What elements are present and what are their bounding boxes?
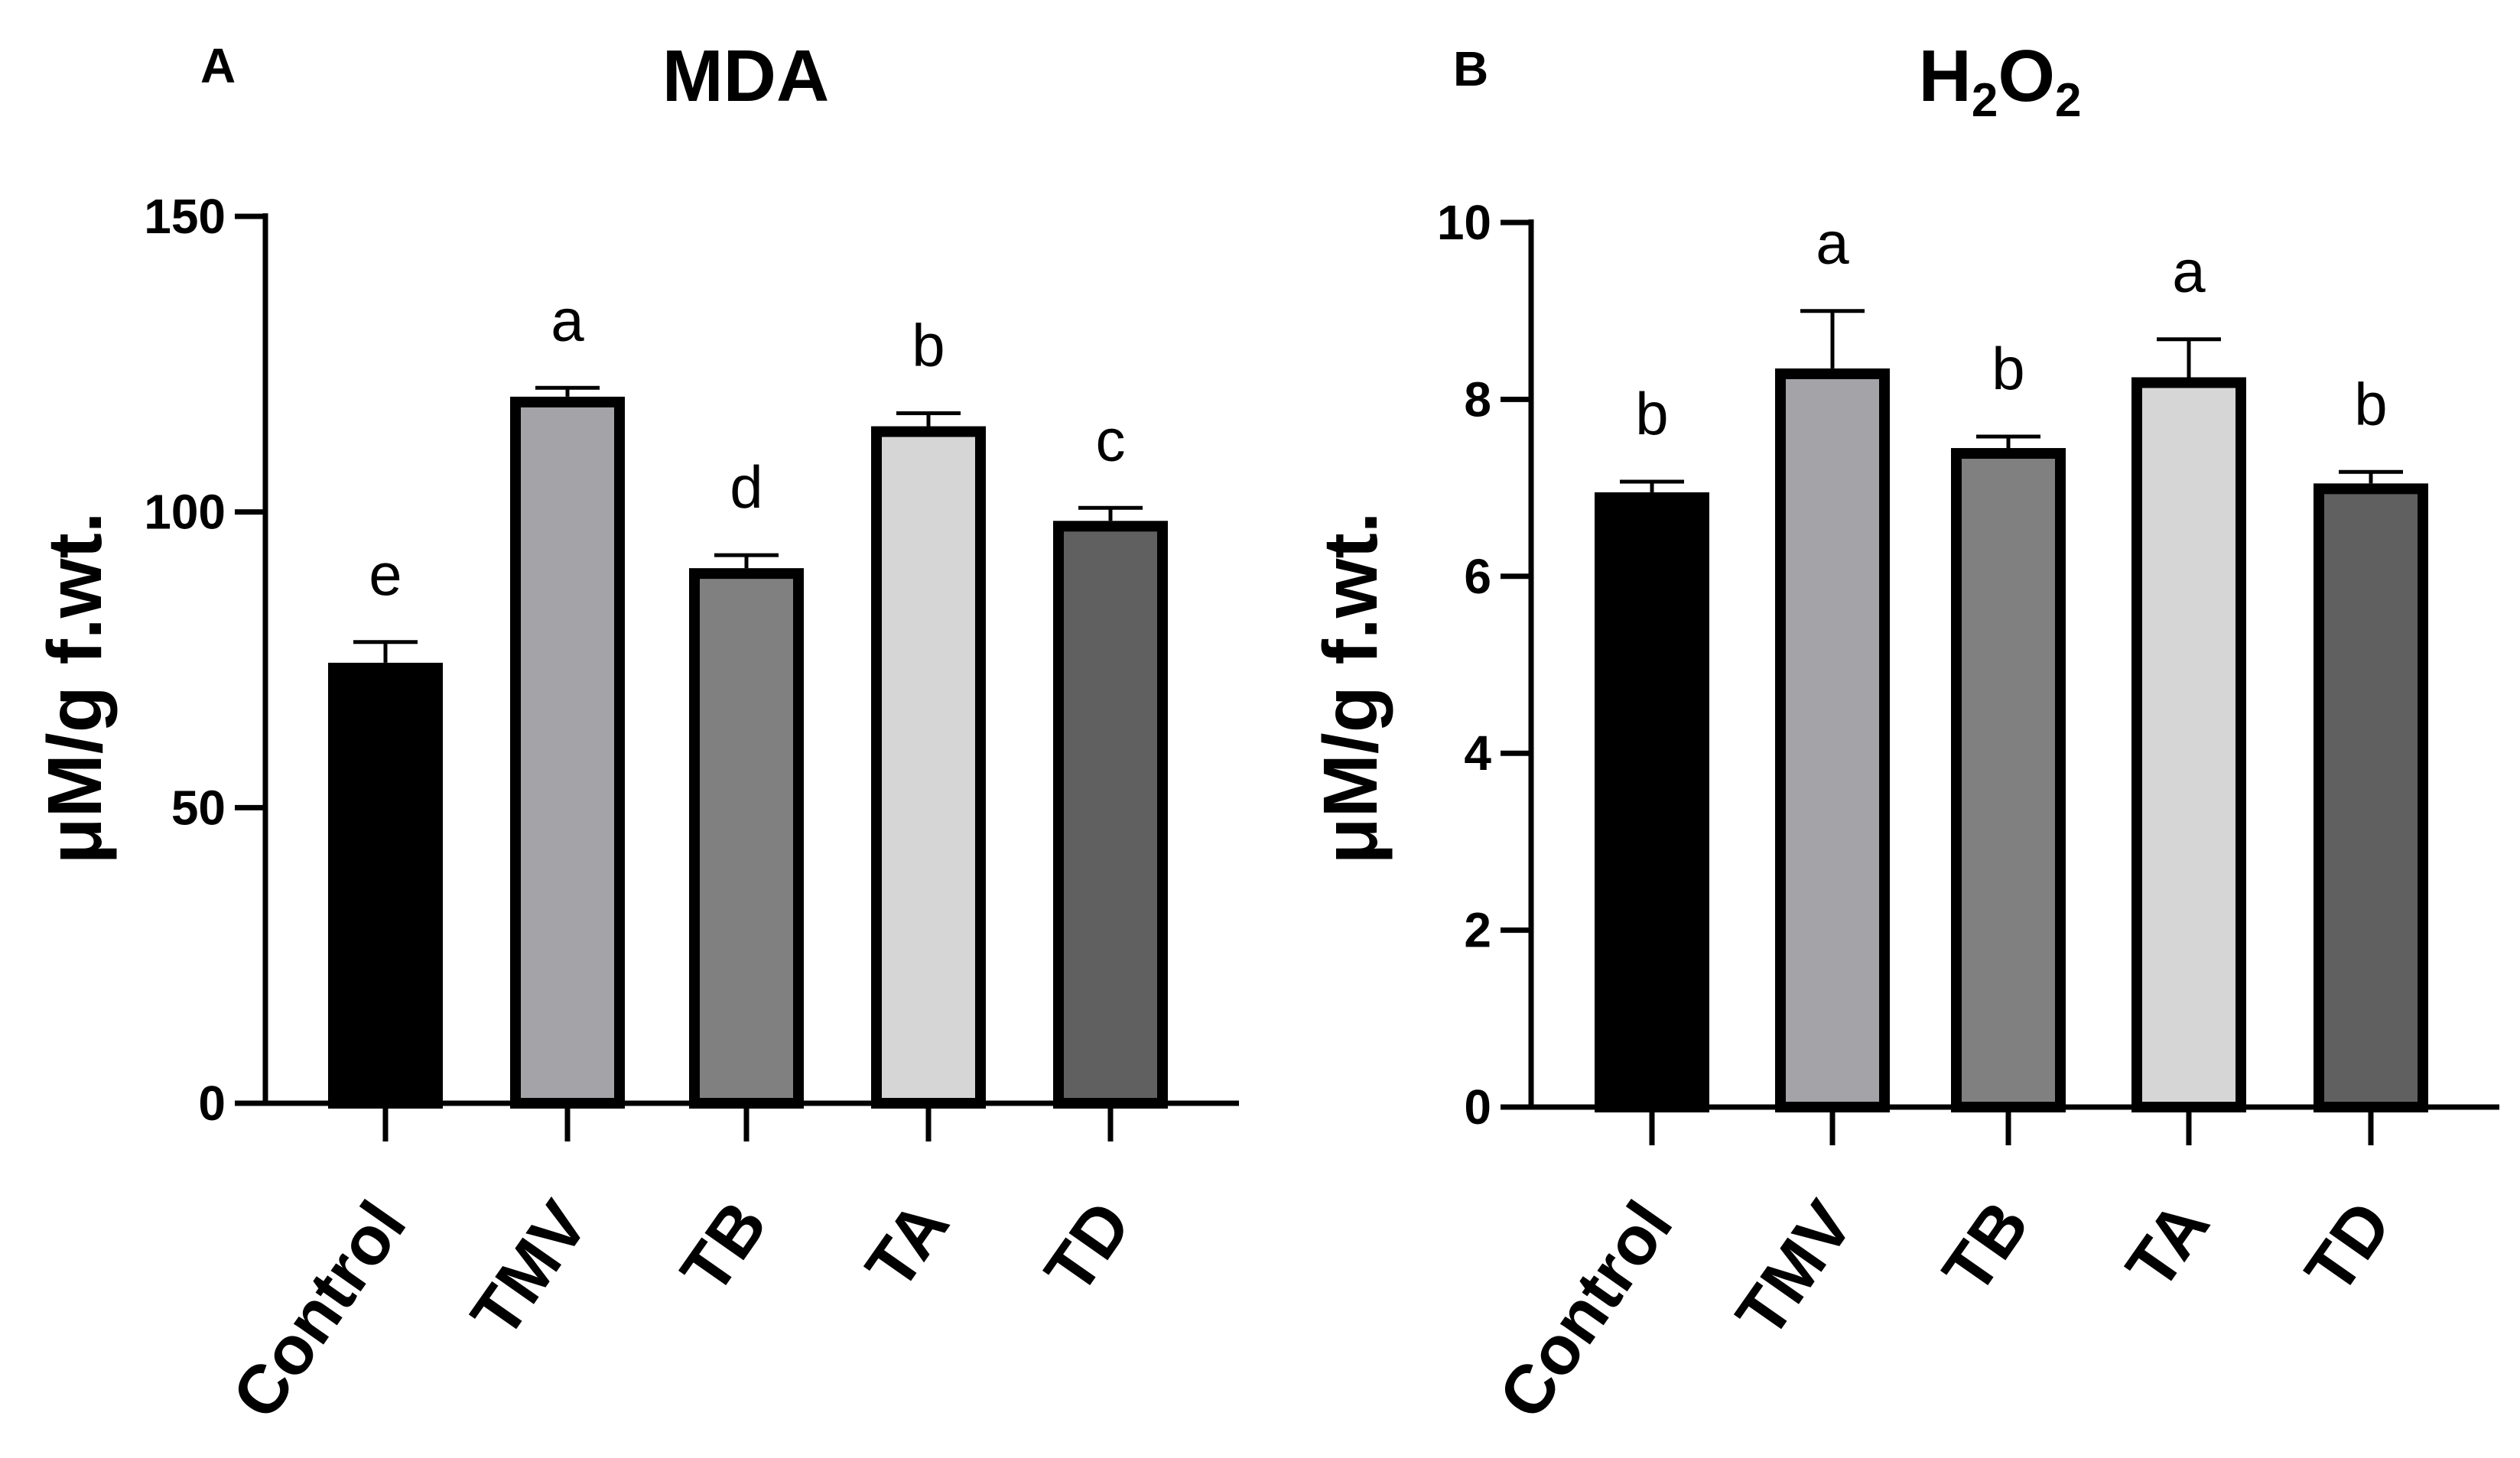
panel-a-y-tick-label: 100 [144,485,226,540]
panel-a-y-tick-label: 0 [198,1076,226,1131]
panel-a-letter: A [200,38,236,93]
panel-b-category-label-tb: TB [1929,1188,2044,1307]
panel-b-bar-tb [1951,448,2066,1112]
panel-b-bar-tmv [1775,368,1890,1112]
panel-a-bar-ta [871,426,986,1109]
panel-b-y-axis-label: μM/g f.wt. [1308,511,1393,864]
panel-a-significance-tb: d [730,453,763,521]
panel-a-y-tick-label: 150 [144,189,226,244]
panel-b-y-tick-label: 2 [1464,903,1491,958]
panel-b-bar-control [1595,492,1709,1112]
panel-a-title: MDA [662,35,830,117]
panel-b-category-label-tmv: TMV [1722,1188,1868,1351]
panel-b-title-sub2: 2 [2055,74,2081,127]
panel-b-title: H2O2 [1919,35,2082,127]
panel-a-bar-tb [689,568,804,1109]
panel-b-y-tick-label: 8 [1464,372,1491,427]
panel-a-significance-td: c [1096,406,1126,473]
panel-b-y-tick-label: 6 [1464,549,1491,604]
panel-a-category-label-tmv: TMV [457,1188,603,1351]
panel-b-significance-control: b [1635,380,1668,447]
panel-a-bar-td [1053,521,1168,1109]
panel-b-bar-ta [2131,377,2246,1113]
panel-b-significance-tmv: a [1816,209,1849,277]
panel-b-title-o: O [1998,35,2055,117]
panel-b-title-sub1: 2 [1972,74,1998,127]
panel-b-significance-td: b [2354,370,2387,437]
panel-b-category-label-ta: TA [2112,1188,2224,1303]
panel-b-category-label-td: TD [2291,1188,2407,1307]
panel-a-bar-control [328,662,443,1109]
panel-a-bar-tmv [510,396,625,1109]
panel-a-significance-control: e [369,541,402,608]
panel-b-y-tick-label: 10 [1437,195,1491,250]
panel-a-category-label-ta: TA [851,1188,964,1303]
panel-a-significance-ta: b [912,312,945,379]
panel-b-significance-ta: a [2172,238,2206,305]
panel-a-category-label-control: Control [218,1188,421,1432]
panel-b-category-label-control: Control [1484,1188,1687,1432]
panel-b-letter: B [1453,41,1488,96]
panel-b-title-h: H [1919,35,1972,117]
panel-b-y-tick-label: 0 [1464,1080,1491,1135]
panel-b-bar-td [2314,483,2428,1112]
panel-b-significance-tb: b [1992,335,2024,402]
panel-a-y-tick-label: 50 [171,780,226,835]
panel-a-category-label-tb: TB [667,1188,782,1307]
panel-b-y-tick-label: 4 [1464,726,1491,781]
panel-a-y-axis-label: μM/g f.wt. [32,511,118,864]
panel-a-significance-tmv: a [551,286,584,353]
panel-a-category-label-td: TD [1031,1188,1146,1307]
